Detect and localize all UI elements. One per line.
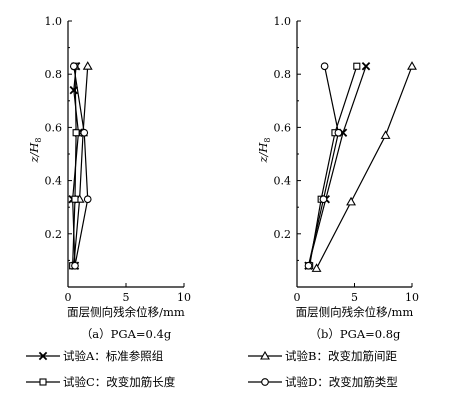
data-point-cross (69, 85, 79, 95)
y-tick-label: 0.6 (45, 121, 63, 134)
chart-panel-1: 0 5 10 0.2 0.4 0.6 0.8 1.0 z/H8 面层侧向残余位移/mm （a）PGA… (27, 15, 191, 341)
y-axis-title-subscript: 8 (34, 137, 43, 142)
data-point-circle (83, 195, 92, 204)
x-tick-label: 0 (65, 291, 72, 304)
x-tick-label: 0 (294, 291, 301, 304)
legend-marker-square (39, 378, 47, 386)
data-point-circle (319, 195, 328, 204)
y-tick-label: 0.4 (274, 175, 292, 188)
data-point-circle (334, 128, 343, 137)
data-point-triangle (380, 130, 391, 139)
y-axis-title-subscript: 8 (263, 137, 272, 142)
legend-marker-triangle (260, 350, 270, 360)
x-tick-label: 5 (351, 291, 358, 304)
legend-marker-cross (38, 351, 48, 361)
y-tick-label: 0.2 (274, 228, 292, 241)
data-point-circle (320, 62, 329, 71)
series-line (72, 66, 77, 266)
series-circle (69, 62, 92, 270)
data-point-circle (69, 62, 78, 71)
data-point-circle (71, 261, 79, 270)
x-axis-title: 面层侧向残余位移/mm (67, 305, 185, 319)
data-point-circle (80, 128, 89, 137)
panel-caption: （b）PGA=0.8g (310, 327, 402, 341)
legend-item-cross: 试验A：标准参照组 (26, 349, 164, 363)
y-tick-label: 0.8 (274, 68, 292, 81)
y-tick-label: 0.4 (45, 175, 63, 188)
y-tick-label: 0.2 (45, 228, 63, 241)
series-line (73, 66, 89, 266)
legend-item-triangle: 试验B：改变加筋间距 (248, 349, 397, 363)
data-point-square (353, 62, 361, 70)
series-line (307, 66, 340, 266)
data-point-triangle (82, 61, 93, 70)
y-tick-label: 0.6 (274, 121, 292, 134)
x-tick-label: 5 (123, 291, 130, 304)
series-line (73, 66, 89, 266)
legend-marker-circle (261, 378, 269, 386)
y-tick-label: 1.0 (274, 15, 292, 28)
x-tick-label: 10 (405, 291, 419, 304)
data-point-square (72, 129, 80, 137)
data-point-triangle (407, 61, 417, 70)
legend-label: 试验C：改变加筋长度 (63, 375, 176, 389)
data-point-triangle (311, 263, 322, 272)
x-tick-label: 10 (177, 291, 191, 304)
series-line (307, 66, 367, 266)
chart-panel-2: 0 5 10 0.2 0.4 0.6 0.8 1.0 z/H8 面层侧向残余位移/mm （b）PGA… (256, 15, 419, 341)
y-tick-label: 1.0 (45, 15, 63, 28)
data-point-circle (304, 261, 313, 270)
data-point-triangle (346, 196, 356, 206)
legend-item-circle: 试验D：改变加筋类型 (248, 375, 398, 389)
x-axis-title: 面层侧向残余位移/mm (296, 305, 414, 319)
data-point-cross (361, 61, 371, 71)
series-line (316, 66, 413, 269)
panel-caption: （a）PGA=0.4g (81, 327, 172, 341)
y-tick-label: 0.8 (45, 68, 63, 81)
legend-label: 试验B：改变加筋间距 (285, 349, 397, 363)
series-circle (304, 62, 343, 270)
y-axis-title: z/H8 (256, 137, 272, 163)
legend-label: 试验A：标准参照组 (63, 349, 164, 363)
series-triangle (311, 61, 417, 272)
y-axis-title: z/H8 (27, 137, 43, 163)
legend-label: 试验D：改变加筋类型 (285, 375, 398, 389)
data-point-square (71, 195, 79, 203)
legend-item-square: 试验C：改变加筋长度 (26, 375, 176, 389)
